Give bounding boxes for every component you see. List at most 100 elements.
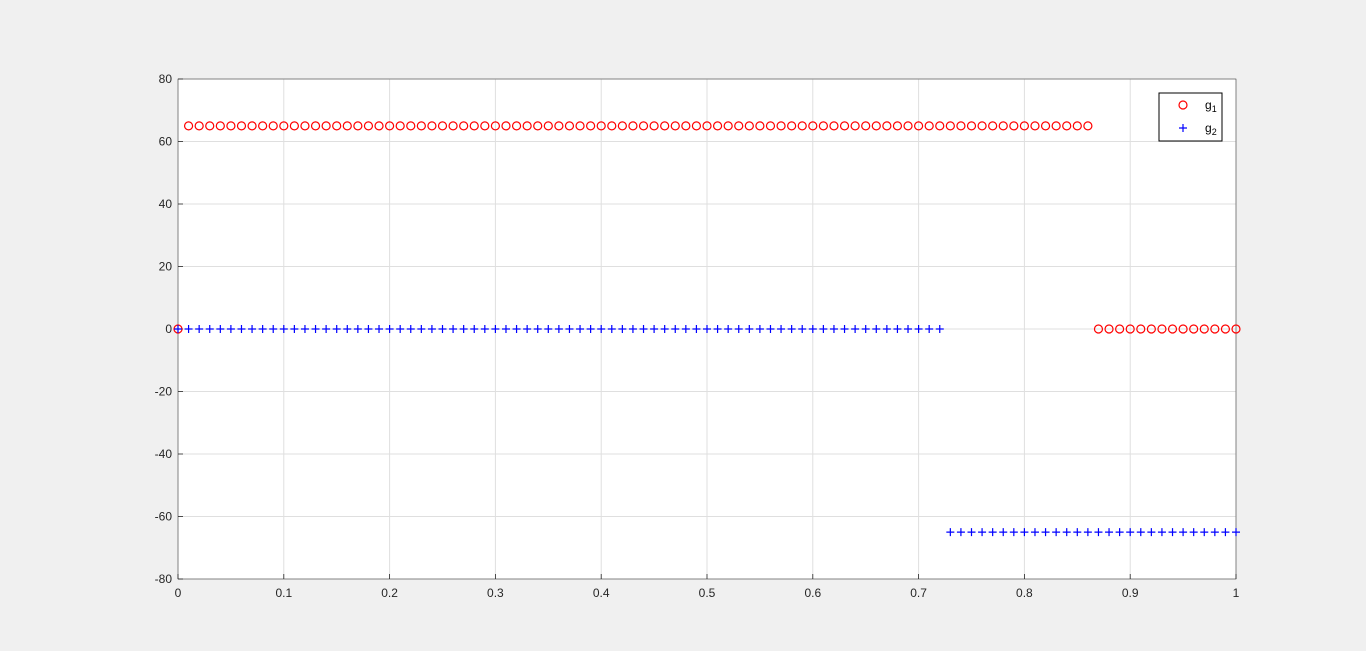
data-point-g1 [829, 121, 839, 131]
x-tick-label: 0 [175, 586, 182, 600]
data-point-g1 [236, 121, 247, 131]
x-tick-label: 0.6 [804, 586, 821, 600]
data-point-g1 [1040, 121, 1051, 131]
data-point-g2 [1105, 528, 1114, 537]
data-point-g2 [819, 325, 828, 333]
data-point-g2 [671, 325, 680, 333]
data-point-g1 [564, 121, 575, 131]
data-point-g1 [247, 121, 257, 131]
data-point-g2 [417, 325, 426, 333]
data-point-g1 [998, 121, 1008, 131]
data-point-g1 [480, 121, 490, 131]
y-tick-label: 60 [159, 135, 173, 149]
data-point-g2 [512, 325, 521, 333]
x-tick-label: 0.3 [487, 586, 504, 600]
data-point-g1 [628, 121, 638, 131]
data-point-g1 [205, 121, 215, 131]
data-point-g2 [174, 325, 182, 333]
data-point-g1 [279, 121, 289, 131]
data-point-g2 [438, 325, 447, 333]
data-point-g2 [290, 325, 299, 333]
data-point-g1 [977, 121, 987, 131]
data-series [173, 121, 1241, 537]
y-axis: 80 60 40 20 0 -20 -40 -60 -80 [155, 72, 183, 586]
data-point-g2 [914, 325, 923, 333]
data-point-g2 [798, 325, 807, 333]
data-point-g2 [999, 528, 1008, 537]
legend-box [1158, 92, 1223, 142]
y-tick-label: -80 [155, 572, 173, 586]
data-point-g1 [321, 121, 331, 131]
data-point-g1 [892, 121, 903, 131]
data-point-g1 [744, 121, 754, 131]
data-point-g1 [1072, 121, 1082, 131]
data-point-g2 [787, 325, 796, 333]
data-point-g2 [1094, 528, 1103, 537]
data-point-g2 [1062, 528, 1071, 537]
data-point-g2 [1168, 528, 1177, 537]
data-point-g1 [1104, 324, 1114, 334]
data-point-g2 [279, 325, 288, 333]
data-point-g2 [925, 325, 934, 333]
data-point-g1 [596, 121, 606, 131]
data-point-g1 [533, 121, 543, 131]
data-point-g2 [872, 325, 881, 333]
data-point-g1 [1093, 324, 1104, 334]
data-point-g1 [342, 121, 352, 131]
data-point-g1 [702, 121, 712, 131]
y-tick-label: 80 [159, 72, 173, 86]
data-point-g1 [1083, 121, 1093, 131]
data-point-g2 [724, 325, 733, 333]
legend-g2-marker [1179, 124, 1187, 132]
data-point-g2 [692, 325, 701, 333]
data-point-g2 [533, 325, 542, 333]
data-point-g1 [522, 121, 532, 131]
data-point-g2 [607, 325, 616, 333]
data-point-g2 [226, 325, 235, 333]
data-point-g2 [1009, 528, 1018, 537]
data-point-g2 [650, 325, 659, 333]
data-point-g2 [1136, 528, 1145, 537]
data-point-g1 [448, 121, 458, 131]
data-point-g1 [1178, 324, 1188, 334]
data-point-g1 [660, 121, 670, 131]
data-point-g1 [194, 121, 204, 131]
data-point-g2 [1179, 528, 1188, 537]
data-point-g1 [554, 121, 564, 131]
data-point-g1 [797, 121, 807, 131]
x-tick-label: 0.2 [381, 586, 398, 600]
data-point-g1 [1030, 121, 1040, 131]
data-point-g2 [375, 325, 384, 333]
data-point-g2 [745, 325, 754, 333]
data-point-g2 [459, 325, 468, 333]
x-tick-label: 0.4 [593, 586, 610, 600]
data-point-g1 [1157, 324, 1167, 334]
data-point-g1 [966, 121, 977, 131]
data-point-g2 [470, 325, 479, 333]
data-point-g1 [1146, 324, 1156, 334]
data-point-g2 [1210, 528, 1219, 537]
data-point-g2 [554, 325, 563, 333]
data-point-g2 [480, 325, 489, 333]
data-point-g2 [248, 325, 257, 333]
x-tick-label: 0.1 [275, 586, 292, 600]
data-point-g2 [1115, 528, 1124, 537]
data-point-g2 [491, 325, 500, 333]
series-g2 [174, 325, 1240, 537]
data-point-g2 [364, 325, 373, 333]
data-point-g1 [1189, 324, 1199, 334]
data-point-g1 [353, 121, 363, 131]
data-point-g2 [777, 325, 786, 333]
data-point-g1 [988, 121, 998, 131]
data-point-g1 [723, 121, 733, 131]
data-point-g2 [904, 325, 913, 333]
data-point-g2 [1221, 528, 1230, 537]
y-tick-label: -20 [155, 385, 173, 399]
data-point-g1 [1019, 121, 1030, 131]
data-point-g1 [691, 121, 702, 131]
data-point-g1 [289, 121, 299, 131]
data-point-g1 [1231, 324, 1241, 334]
data-point-g1 [501, 121, 511, 131]
x-tick-label: 0.8 [1016, 586, 1033, 600]
